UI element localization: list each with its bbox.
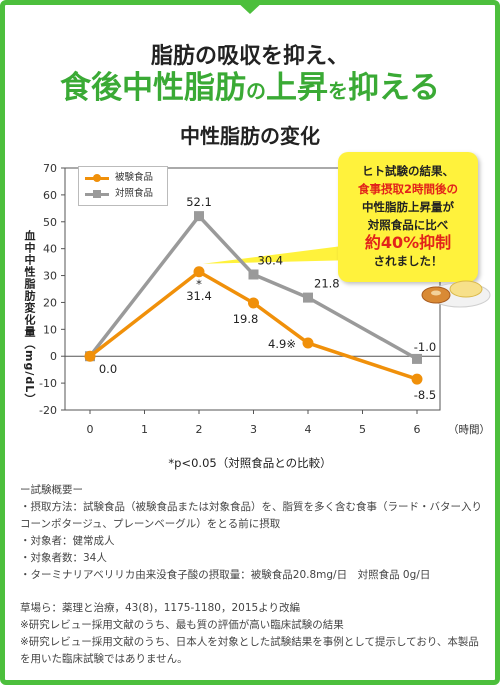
frame-notch	[235, 0, 265, 14]
food-dish-illustration	[421, 280, 491, 308]
x-tick-label: 1	[141, 423, 148, 436]
x-tick-label: 6	[414, 423, 421, 436]
headline-part3: 上昇	[265, 70, 328, 106]
summary-heading: ー試験概要ー	[20, 484, 83, 496]
data-label-control: 21.8	[314, 277, 340, 291]
significance-star: *	[196, 277, 202, 291]
data-point-test	[84, 350, 96, 362]
x-tick-label: 5	[359, 423, 366, 436]
y-tick-label: 70	[43, 162, 57, 175]
data-point-control	[412, 353, 422, 364]
legend-marker-test	[93, 174, 101, 182]
reference-item: 草場ら：薬理と治療，43(8)，1175-1180，2015より改編	[20, 602, 300, 614]
summary-item: ・対象者数：34人	[20, 552, 107, 564]
data-label-test: 31.4	[186, 289, 212, 303]
callout-line5: 約40%抑制	[364, 233, 452, 252]
legend-marker-control	[93, 190, 101, 198]
data-point-control	[303, 292, 313, 303]
chart-title: 中性脂肪の変化	[180, 124, 320, 148]
data-point-test	[248, 297, 259, 309]
triglyceride-chart: 70 60 50 40 30 20 10 0 -10 -20 0 1 2 3 4 5 6 （時間） 52.1 30.4…	[39, 162, 490, 436]
headline-part1: 食後中性脂肪	[59, 70, 246, 106]
data-point-test	[302, 337, 314, 349]
y-tick-label: 40	[43, 243, 57, 256]
headline-line2: 食後中性脂肪の上昇を抑える	[0, 62, 500, 107]
x-unit-label: （時間）	[448, 424, 490, 436]
x-tick-label: 3	[250, 423, 257, 436]
data-point-control	[194, 211, 204, 222]
callout-line4: 対照食品に比べ	[367, 218, 449, 232]
data-label-control: 30.4	[258, 253, 284, 267]
headline-part2: の	[245, 79, 266, 103]
data-label-control: -1.0	[414, 340, 436, 354]
x-tick-label: 4	[305, 423, 312, 436]
y-tick-label: -20	[39, 404, 57, 417]
y-tick-label: 0	[50, 350, 57, 363]
y-tick-label: 20	[43, 296, 57, 309]
references: 草場ら：薬理と治療，43(8)，1175-1180，2015より改編 ※研究レビ…	[20, 600, 485, 668]
callout-line3: 中性脂肪上昇量が	[362, 200, 454, 214]
x-tick-label: 2	[196, 423, 203, 436]
reference-item: ※研究レビュー採用文献のうち、最も質の評価が高い臨床試験の結果	[20, 619, 344, 631]
data-label-test: 4.9※	[268, 337, 296, 351]
headline-part5: 抑える	[347, 70, 441, 106]
data-label-test: 19.8	[233, 312, 259, 326]
study-summary: ー試験概要ー ・摂取方法：試験食品（被験食品または対象食品）を、脂質を多く含む食…	[20, 482, 485, 584]
callout-line6: されました！	[373, 254, 443, 268]
data-point-test	[411, 373, 423, 385]
callout-line1: ヒト試験の結果、	[362, 164, 454, 178]
reference-item: ※研究レビュー採用文献のうち、日本人を対象とした試験結果を事例として提示しており…	[20, 636, 479, 665]
legend-label-test: 被験食品	[115, 172, 154, 183]
data-point-control	[248, 269, 259, 280]
x-tick-label: 0	[87, 423, 94, 436]
chart-legend: 被験食品 対照食品	[78, 166, 168, 206]
legend-label-control: 対照食品	[115, 188, 154, 199]
headline-part4: を	[327, 79, 348, 103]
result-callout: ヒト試験の結果、 食事摂取2時間後の 中性脂肪上昇量が 対照食品に比べ 約40%…	[338, 152, 478, 282]
data-label-test: 0.0	[99, 362, 117, 376]
callout-line2: 食事摂取2時間後の	[357, 182, 458, 196]
summary-item: ・ターミナリアベリリカ由来没食子酸の摂取量：被験食品20.8mg/日 対照食品 …	[20, 569, 431, 581]
significance-note: *p<0.05（対照食品との比較）	[168, 456, 332, 470]
y-tick-label: -10	[39, 377, 57, 390]
summary-item: ・摂取方法：試験食品（被験食品または対象食品）を、脂質を多く含む食事（ラード・バ…	[20, 501, 482, 530]
y-tick-label: 50	[43, 216, 57, 229]
y-tick-label: 10	[43, 323, 57, 336]
y-tick-label: 30	[43, 270, 57, 283]
data-point-test	[193, 266, 205, 278]
data-label-control: 52.1	[186, 195, 212, 209]
y-axis-label: 血中中性脂肪変化量（mg/dL）	[23, 230, 36, 406]
y-tick-label: 60	[43, 189, 57, 202]
data-label-test: -8.5	[414, 388, 436, 402]
headline-line1: 脂肪の吸収を抑え、	[150, 44, 349, 69]
summary-item: ・対象者：健常成人	[20, 535, 115, 547]
